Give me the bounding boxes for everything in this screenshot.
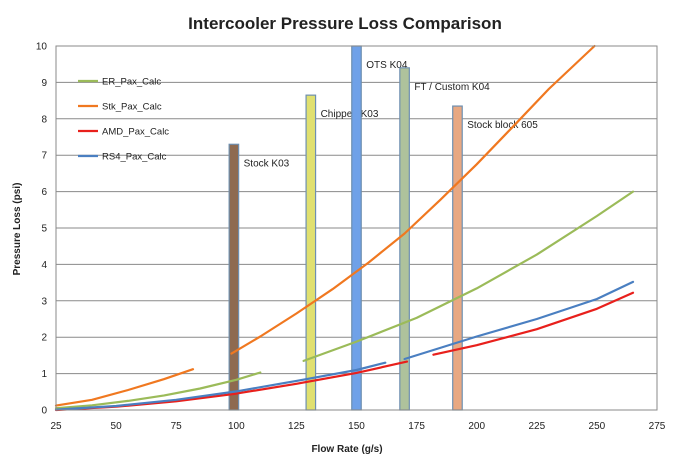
series-line-rs4-pax-calc-segment-2	[403, 280, 635, 361]
y-tick-label-2: 2	[41, 333, 47, 344]
x-tick-label-275: 275	[649, 421, 666, 432]
legend-label-er-pax-calc: ER_Pax_Calc	[102, 77, 161, 88]
series-line-er-pax-calc-segment-1	[54, 371, 262, 410]
x-tick-label-150: 150	[348, 421, 365, 432]
y-tick-label-7: 7	[41, 151, 47, 162]
legend-label-amd-pax-calc: AMD_Pax_Calc	[102, 127, 169, 138]
series-line-rs4-pax-calc-segment-1	[54, 361, 387, 411]
series-lines	[54, 44, 635, 412]
series-line-stk-pax-calc-segment-2	[230, 44, 596, 355]
legend-label-rs4-pax-calc: RS4_Pax_Calc	[102, 152, 167, 163]
y-tick-label-3: 3	[41, 296, 47, 307]
bar-stock-k03	[228, 143, 240, 411]
series-line-stk-pax-calc-segment-1	[54, 368, 195, 407]
y-axis-label: Pressure Loss (psi)	[12, 183, 23, 276]
x-tick-label-50: 50	[111, 421, 123, 432]
axes: 0 1 2 3 4 5 6 7 8 9 10 25 50 75 100 125 150 175 200 225 250 2…	[36, 42, 666, 433]
x-tick-label-75: 75	[171, 421, 183, 432]
bar-ots-k04	[351, 45, 362, 411]
bar-chipped-k03	[305, 94, 317, 411]
y-tick-label-6: 6	[41, 187, 47, 198]
x-axis-label: Flow Rate (g/s)	[311, 444, 382, 455]
legend: ER_Pax_Calc Stk_Pax_Calc AMD_Pax_Calc RS4_P…	[78, 77, 169, 163]
series-line-amd-pax-calc-segment-2	[432, 291, 635, 356]
x-tick-label-200: 200	[468, 421, 485, 432]
plot-frame	[55, 45, 658, 411]
y-tick-label-0: 0	[41, 406, 47, 417]
bar-label-ft-custom-k04: FT / Custom K04	[414, 82, 490, 93]
bar-label-ots-k04: OTS K04	[366, 60, 408, 71]
chart-title: Intercooler Pressure Loss Comparison	[188, 14, 502, 33]
legend-label-stk-pax-calc: Stk_Pax_Calc	[102, 102, 162, 113]
x-tick-label-125: 125	[288, 421, 305, 432]
bar-label-stock-block-605: Stock block 605	[467, 120, 538, 131]
y-tick-label-10: 10	[36, 42, 48, 53]
x-tick-label-175: 175	[408, 421, 425, 432]
x-tick-label-25: 25	[50, 421, 62, 432]
x-tick-label-250: 250	[589, 421, 606, 432]
y-tick-label-9: 9	[41, 78, 47, 89]
x-tick-label-100: 100	[228, 421, 245, 432]
y-tick-label-1: 1	[41, 369, 47, 380]
bar-label-stock-k03: Stock K03	[244, 158, 290, 169]
bar-label-chipped-k03: Chipped K03	[321, 109, 379, 120]
series-line-er-pax-calc-segment-2	[302, 190, 635, 362]
x-tick-label-225: 225	[528, 421, 545, 432]
y-tick-label-8: 8	[41, 114, 47, 125]
bar-stock-block-605	[452, 105, 463, 411]
y-tick-label-4: 4	[41, 260, 47, 271]
y-tick-label-5: 5	[41, 224, 47, 235]
